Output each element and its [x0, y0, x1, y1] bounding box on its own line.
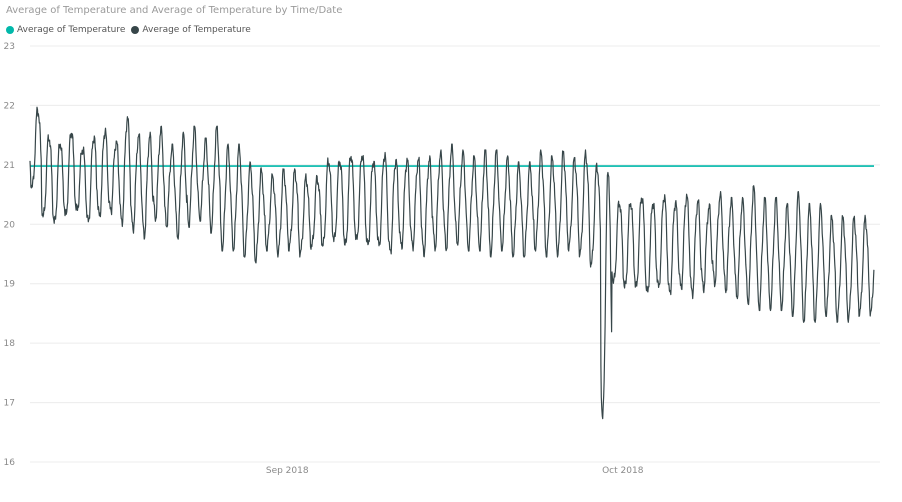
y-tick-label-23: 23 — [4, 42, 15, 52]
legend-dot-dark-icon — [131, 26, 140, 34]
chart-legend: Average of Temperature Average of Temper… — [6, 25, 257, 35]
x-tick-label-0: Sep 2018 — [266, 466, 309, 476]
chart-title: Average of Temperature and Average of Te… — [6, 5, 343, 16]
y-tick-label-17: 17 — [4, 399, 15, 409]
legend-dot-teal-icon — [6, 26, 14, 34]
y-tick-label-18: 18 — [4, 339, 16, 349]
legend-item-teal[interactable]: Average of Temperature — [6, 25, 125, 35]
y-tick-label-16: 16 — [4, 458, 16, 468]
chart-series — [29, 106, 875, 420]
y-tick-label-20: 20 — [4, 220, 16, 230]
legend-label-teal: Average of Temperature — [17, 25, 126, 35]
legend-label-dark: Average of Temperature — [142, 25, 251, 35]
legend-item-dark[interactable]: Average of Temperature — [131, 25, 251, 35]
series-line-temperature — [29, 106, 875, 420]
y-tick-label-19: 19 — [4, 280, 16, 290]
chart-gridlines — [30, 45, 880, 463]
x-tick-label-1: Oct 2018 — [602, 466, 644, 476]
y-tick-label-21: 21 — [4, 161, 15, 171]
y-axis: 16 17 18 19 20 21 22 23 — [4, 42, 16, 468]
x-axis: Sep 2018 Oct 2018 — [266, 466, 644, 476]
y-tick-label-22: 22 — [4, 101, 15, 111]
